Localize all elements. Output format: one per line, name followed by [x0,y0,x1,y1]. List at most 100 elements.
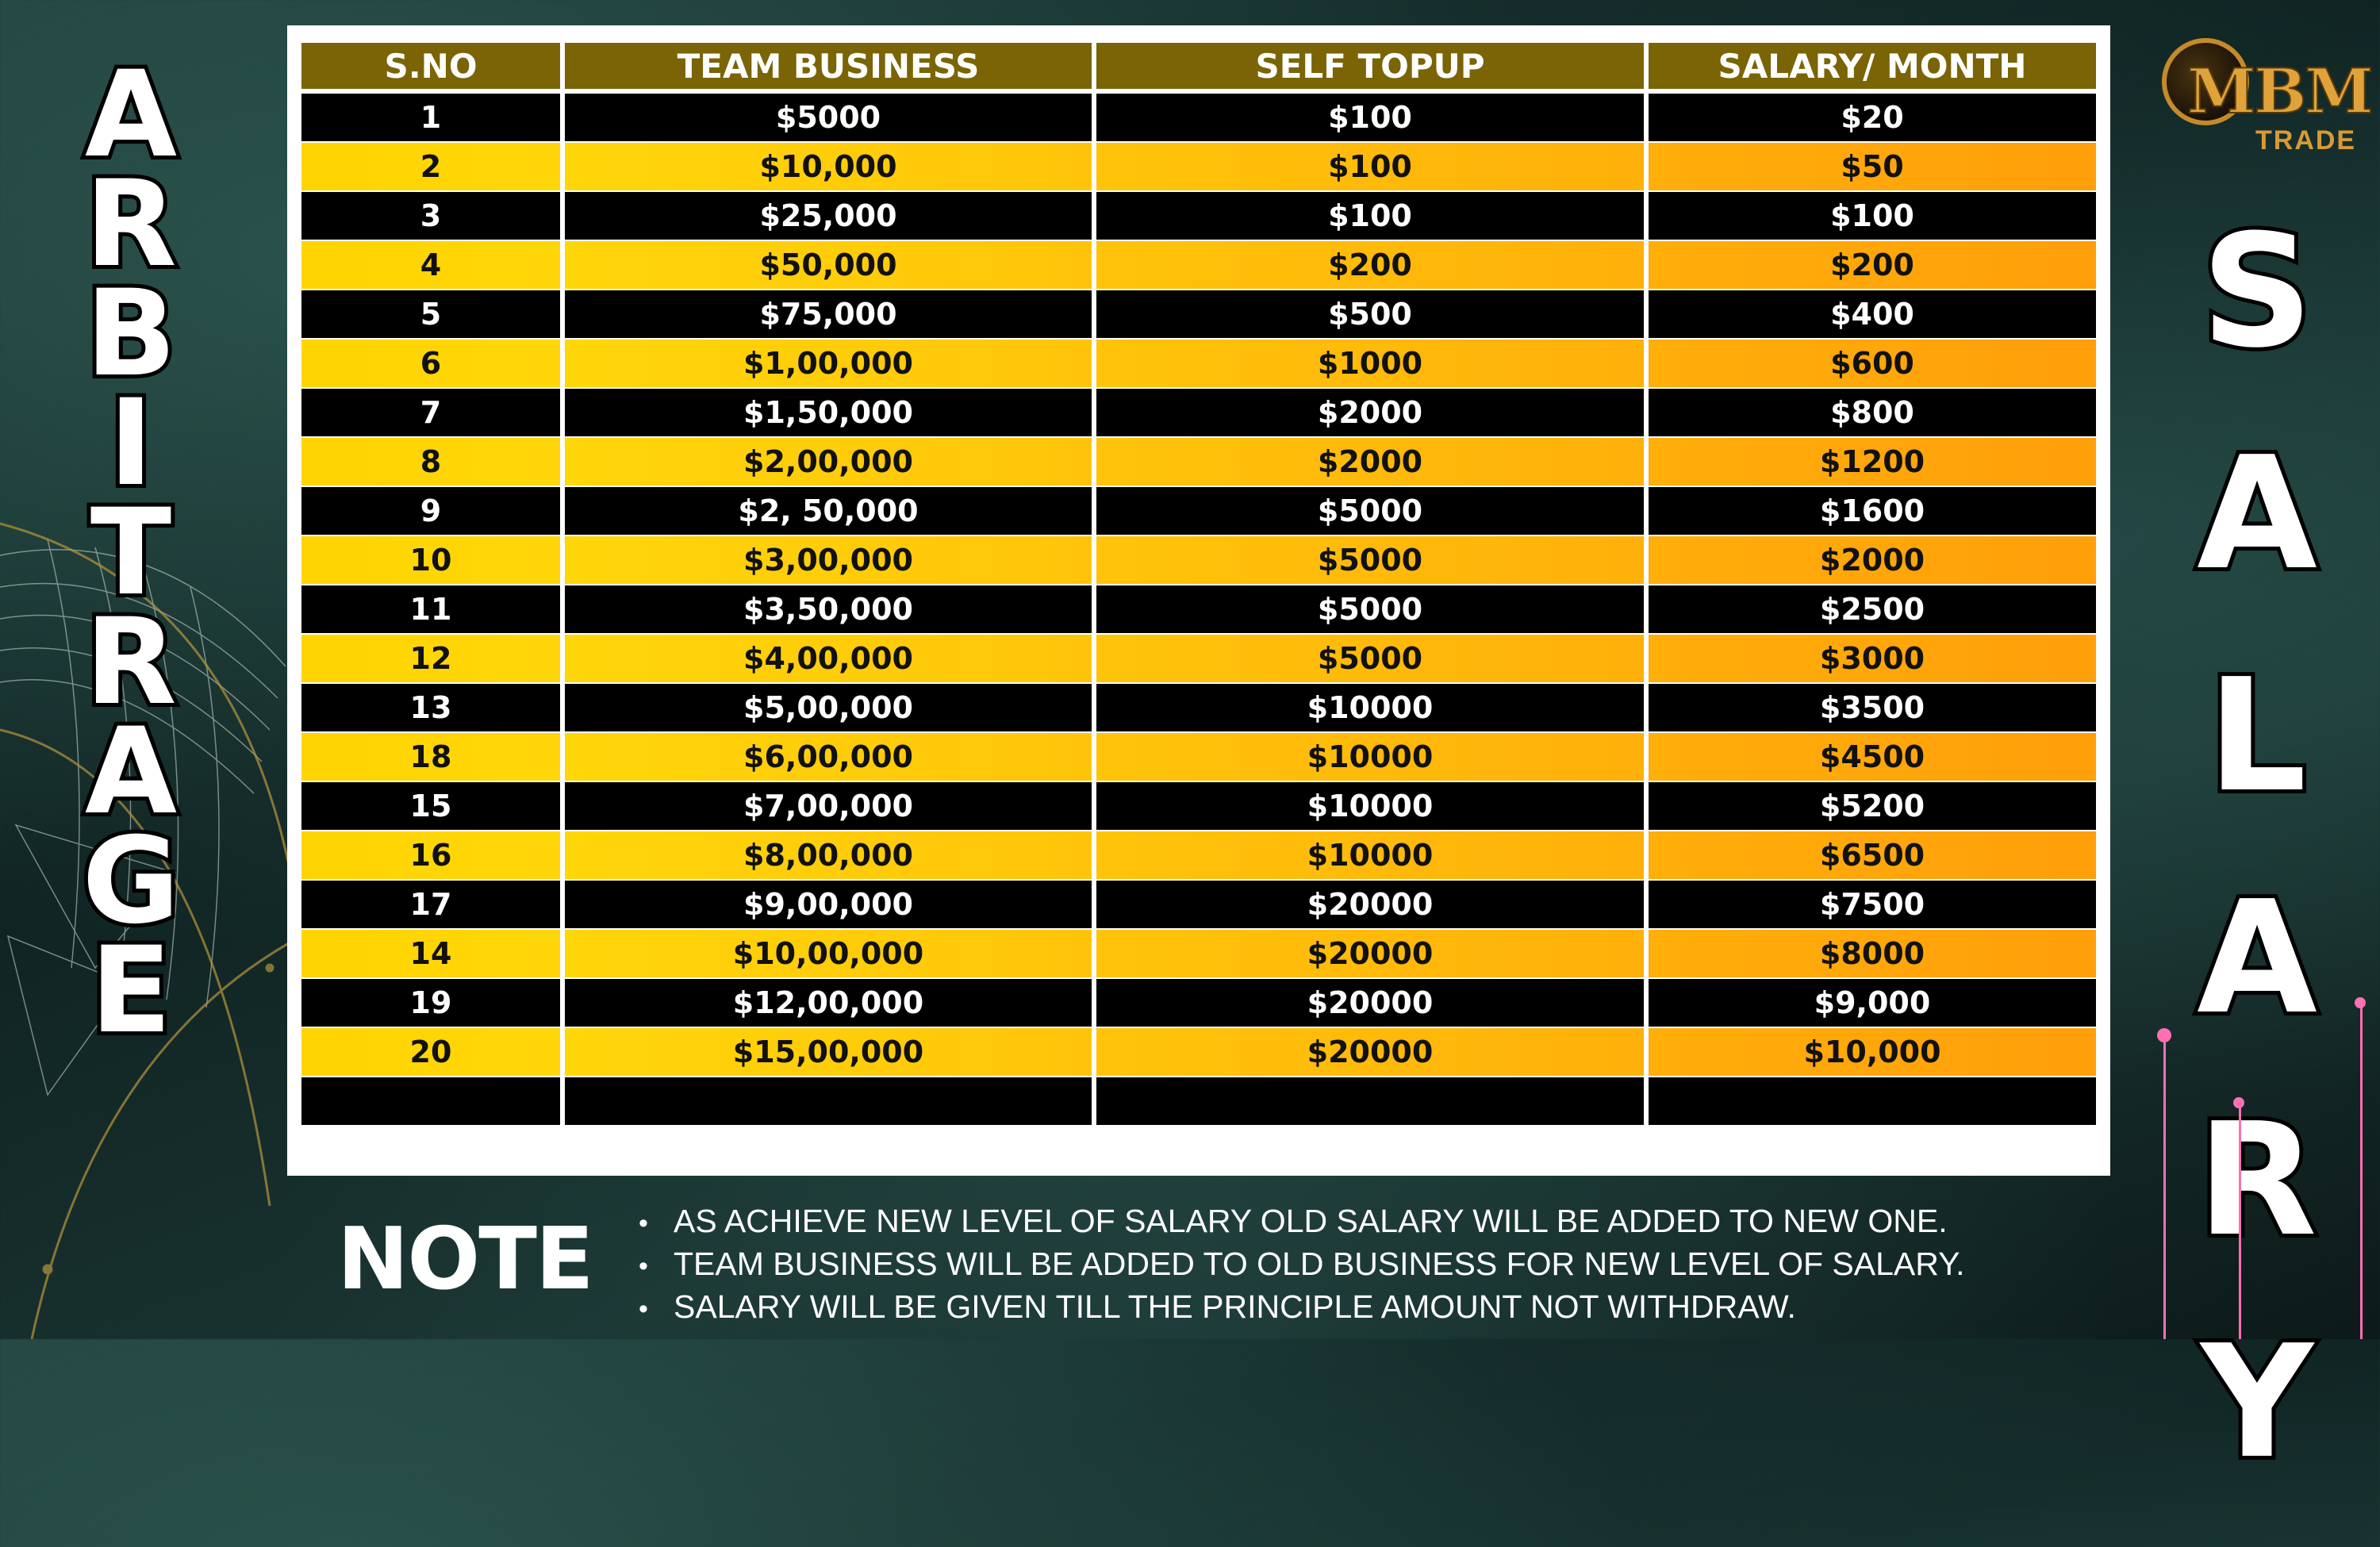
cell-sno: 2 [301,143,560,190]
bullet-icon: • [639,1251,648,1281]
cell-sno [301,1077,560,1125]
cell-salary-month: $1600 [1649,487,2096,535]
cell-self-topup: $10000 [1096,684,1644,731]
accent-dot [2355,997,2366,1008]
table-row: 15 $7,00,000 $10000 $5200 [301,782,2096,830]
cell-sno: 9 [301,487,560,535]
bullet-icon: • [639,1294,648,1324]
cell-sno: 16 [301,831,560,879]
cell-salary-month: $10,000 [1649,1028,2096,1076]
table-row: 16 $8,00,000 $10000 $6500 [301,831,2096,879]
note-item: • TEAM BUSINESS WILL BE ADDED TO OLD BUSI… [639,1242,1965,1285]
accent-line [2360,1004,2363,1339]
table-row: 18 $6,00,000 $10000 $4500 [301,733,2096,781]
table-row: 4 $50,000 $200 $200 [301,241,2096,289]
cell-self-topup: $5000 [1096,487,1644,535]
title-letter: E [86,922,176,1060]
logo-text: MBM [2186,55,2374,129]
cell-salary-month: $8000 [1649,930,2096,977]
cell-sno: 6 [301,340,560,387]
title-letter: R [81,155,180,294]
accent-line [2239,1103,2241,1339]
cell-team-business: $5,00,000 [565,684,1092,731]
title-letter: A [2193,868,2321,1049]
cell-self-topup: $5000 [1096,536,1644,584]
title-letter: Y [2197,1312,2317,1493]
cell-sno: 14 [301,930,560,977]
note-list: • AS ACHIEVE NEW LEVEL OF SALARY OLD SALA… [639,1200,1965,1328]
cell-self-topup: $10000 [1096,782,1644,830]
cell-team-business: $5000 [565,94,1092,141]
accent-dot [2233,1097,2244,1108]
table-row: 9 $2, 50,000 $5000 $1600 [301,487,2096,535]
accent-dot [2157,1028,2171,1042]
table-row: 14 $10,00,000 $20000 $8000 [301,930,2096,977]
title-letter: G [78,812,183,950]
cell-salary-month: $4500 [1649,733,2096,781]
cell-team-business: $6,00,000 [565,733,1092,781]
arbitrage-vertical-title: A R B I T R A G E [67,46,194,1060]
cell-salary-month: $20 [1649,94,2096,141]
table-row: 20 $15,00,000 $20000 $10,000 [301,1028,2096,1076]
title-letter: A [81,703,181,841]
title-letter: S [2197,202,2317,382]
logo-subtext: TRADE [2255,125,2357,155]
table-row: 1 $5000 $100 $20 [301,94,2096,141]
cell-sno: 12 [301,635,560,682]
cell-self-topup: $10000 [1096,831,1644,879]
table-row: 17 $9,00,000 $20000 $7500 [301,881,2096,928]
table-row: 8 $2,00,000 $2000 $1200 [301,438,2096,486]
cell-team-business: $75,000 [565,290,1092,338]
cell-team-business [565,1077,1092,1125]
globe-decoration [0,522,301,1339]
cell-self-topup: $200 [1096,241,1644,289]
cell-team-business: $15,00,000 [565,1028,1092,1076]
cell-self-topup: $20000 [1096,1028,1644,1076]
cell-self-topup: $100 [1096,94,1644,141]
table-row: 19 $12,00,000 $20000 $9,000 [301,979,2096,1027]
cell-sno: 1 [301,94,560,141]
title-letter: I [105,374,157,512]
salary-table-panel: S.NO TEAM BUSINESS SELF TOPUP SALARY/ MO… [287,25,2110,1176]
title-letter: T [86,484,175,622]
cell-self-topup: $2000 [1096,389,1644,436]
cell-sno: 11 [301,585,560,633]
cell-salary-month: $100 [1649,192,2096,240]
cell-salary-month: $9,000 [1649,979,2096,1027]
cell-salary-month: $800 [1649,389,2096,436]
cell-self-topup: $20000 [1096,930,1644,977]
cell-sno: 13 [301,684,560,731]
cell-salary-month: $2500 [1649,585,2096,633]
cell-sno: 17 [301,881,560,928]
title-letter: A [81,46,181,184]
table-row: 12 $4,00,000 $5000 $3000 [301,635,2096,682]
cell-team-business: $25,000 [565,192,1092,240]
cell-sno: 20 [301,1028,560,1076]
note-text: SALARY WILL BE GIVEN TILL THE PRINCIPLE … [674,1288,1796,1325]
cell-salary-month: $3000 [1649,635,2096,682]
cell-team-business: $2, 50,000 [565,487,1092,535]
note-text: TEAM BUSINESS WILL BE ADDED TO OLD BUSIN… [674,1246,1965,1282]
cell-team-business: $10,000 [565,143,1092,190]
mbm-trade-logo: MBM TRADE [2154,30,2374,157]
cell-self-topup: $100 [1096,192,1644,240]
cell-sno: 18 [301,733,560,781]
title-letter: L [2204,646,2311,827]
cell-sno: 4 [301,241,560,289]
cell-team-business: $10,00,000 [565,930,1092,977]
cell-sno: 8 [301,438,560,486]
cell-self-topup: $5000 [1096,635,1644,682]
cell-self-topup: $10000 [1096,733,1644,781]
cell-salary-month: $50 [1649,143,2096,190]
title-letter: A [2193,424,2321,605]
cell-sno: 15 [301,782,560,830]
cell-sno: 10 [301,536,560,584]
cell-salary-month: $1200 [1649,438,2096,486]
cell-self-topup: $5000 [1096,585,1644,633]
table-row: 7 $1,50,000 $2000 $800 [301,389,2096,436]
title-letter: R [2194,1090,2321,1271]
header-sno: S.NO [301,43,560,89]
table-row: 10 $3,00,000 $5000 $2000 [301,536,2096,584]
cell-self-topup: $20000 [1096,881,1644,928]
cell-sno: 5 [301,290,560,338]
